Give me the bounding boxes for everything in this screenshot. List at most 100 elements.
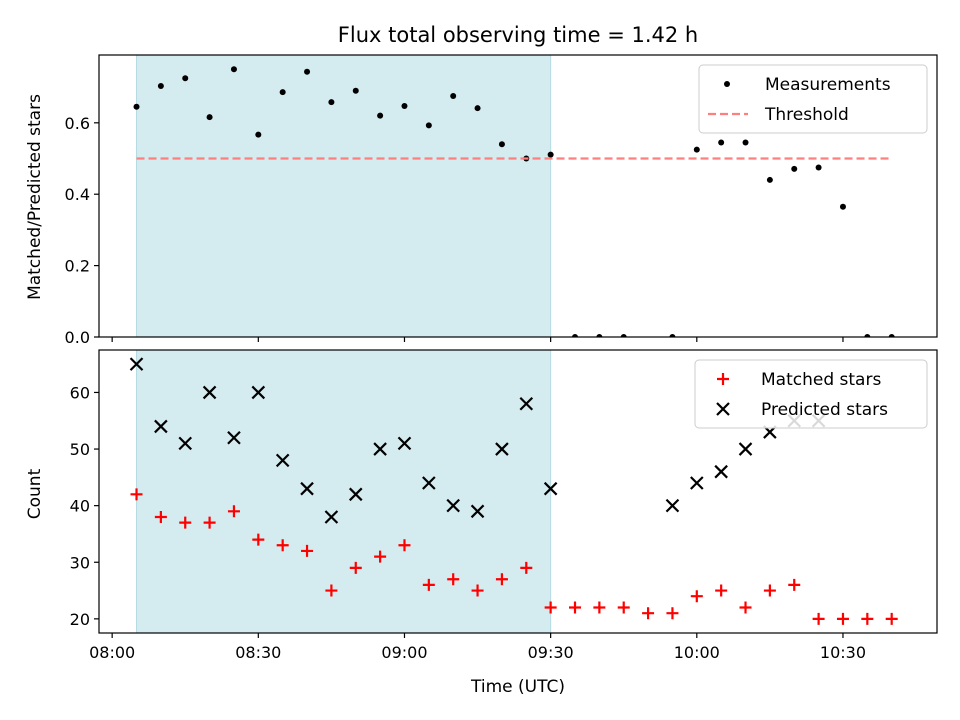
bottom-y-tick-label: 60	[70, 383, 90, 402]
measurements-point	[230, 66, 237, 73]
predicted-stars-point	[348, 487, 363, 502]
x-tick-label: 08:00	[89, 643, 135, 662]
x-tick-label: 08:30	[235, 643, 281, 662]
top-legend: Measurements Threshold	[698, 64, 928, 134]
matched-stars-point	[520, 561, 533, 574]
predicted-stars-point	[397, 436, 412, 451]
matched-stars-point	[642, 607, 655, 620]
predicted-stars-point	[300, 481, 314, 496]
matched-stars-point	[325, 584, 338, 597]
measurements-point	[693, 146, 700, 153]
top-shaded-interval	[136, 54, 552, 338]
predicted-stars-point	[446, 498, 460, 513]
measurements-point	[474, 105, 481, 112]
measurements-point	[498, 141, 505, 148]
matched-stars-point	[422, 578, 435, 591]
matched-stars-point	[447, 573, 460, 586]
matched-stars-point	[617, 601, 630, 614]
plot-layer: 0.0 0.2 0.4 0.6 Measurements Threshold 20 30 40 5…	[65, 54, 938, 662]
matched-stars-point	[495, 573, 508, 586]
measurements-point	[742, 139, 749, 146]
bottom-y-tick-label: 40	[70, 497, 90, 516]
x-tick-label: 09:30	[528, 643, 574, 662]
measurements-point	[182, 75, 189, 82]
measurements-point	[304, 68, 311, 75]
predicted-stars-legend-label: Predicted stars	[761, 400, 888, 420]
matched-stars-point	[130, 488, 143, 501]
matched-stars-point	[690, 590, 703, 603]
threshold-legend-label: Threshold	[764, 105, 849, 125]
matched-stars-point	[885, 612, 898, 625]
top-y-tick-label: 0.2	[65, 257, 90, 276]
measurements-point	[864, 334, 871, 337]
matched-stars-point	[276, 539, 289, 552]
bottom-y-tick-label: 30	[70, 553, 90, 572]
measurements-point	[328, 99, 335, 106]
top-y-tick-label: 0.0	[65, 328, 90, 347]
measurements-point	[888, 334, 895, 337]
measurements-point	[766, 176, 773, 183]
x-tick-label: 10:00	[674, 643, 720, 662]
matched-stars-point	[739, 601, 752, 614]
predicted-stars-point	[251, 385, 266, 400]
measurements-point	[572, 334, 579, 337]
bottom-panel: 20 30 40 50 60 08:00 08:30 09:00 09:30 10:00 10:30…	[70, 349, 938, 662]
measurements-legend-label: Measurements	[765, 75, 891, 95]
bottom-axes-frame	[98, 349, 938, 634]
measurements-point	[450, 93, 457, 100]
bottom-shaded-interval	[136, 349, 552, 634]
predicted-stars-point	[665, 498, 680, 513]
matched-stars-point	[252, 533, 265, 546]
predicted-stars-point	[738, 442, 753, 456]
bottom-y-tick-label: 20	[70, 610, 90, 629]
predicted-stars-point	[202, 385, 217, 400]
top-legend-box	[698, 64, 928, 134]
measurements-point	[547, 151, 554, 158]
predicted-stars-point	[714, 464, 728, 479]
matched-stars-point	[569, 601, 582, 614]
predicted-stars-point	[227, 430, 241, 445]
matched-stars-point	[593, 601, 606, 614]
measurements-point	[279, 89, 286, 96]
predicted-stars-point	[519, 396, 534, 411]
matched-stars-point	[544, 601, 557, 614]
x-tick-label: 09:00	[381, 643, 427, 662]
top-y-axis-label: Matched/Predicted stars	[25, 94, 45, 300]
measurements-point	[157, 83, 164, 90]
matched-stars-point	[154, 510, 167, 523]
matched-stars-point	[179, 516, 192, 529]
top-y-tick-label: 0.4	[65, 185, 90, 204]
top-axes-frame	[98, 54, 938, 338]
chart-title: Flux total observing time = 1.42 h	[338, 23, 698, 47]
measurements-point	[839, 203, 846, 210]
measurements-point	[815, 164, 822, 171]
predicted-stars-point	[373, 442, 387, 456]
predicted-stars-point	[275, 453, 290, 468]
measurements-point	[401, 103, 408, 110]
measurements-point	[255, 131, 262, 138]
x-axis-label: Time (UTC)	[470, 677, 565, 697]
matched-stars-point	[398, 539, 411, 552]
measurements-point	[377, 112, 384, 119]
top-data-group	[133, 66, 895, 337]
matched-stars-point	[715, 584, 728, 597]
measurements-point	[718, 139, 725, 146]
measurements-point	[206, 114, 213, 121]
predicted-stars-point	[178, 436, 193, 451]
matched-stars-point	[763, 584, 776, 597]
measurements-point	[352, 87, 359, 94]
matched-stars-point	[788, 578, 801, 591]
predicted-stars-legend-symbol	[716, 402, 730, 416]
matched-stars-point	[203, 516, 216, 529]
predicted-stars-point	[129, 357, 144, 371]
bottom-y-tick-label: 50	[70, 440, 90, 459]
measurements-point	[425, 122, 432, 129]
predicted-stars-point	[690, 476, 704, 490]
bottom-legend-box	[694, 359, 928, 429]
measurements-point	[620, 334, 627, 337]
matched-stars-legend-symbol	[717, 373, 729, 385]
matched-stars-point	[812, 612, 825, 625]
bottom-legend: Matched stars Predicted stars	[694, 359, 928, 429]
matched-stars-point	[861, 612, 874, 625]
